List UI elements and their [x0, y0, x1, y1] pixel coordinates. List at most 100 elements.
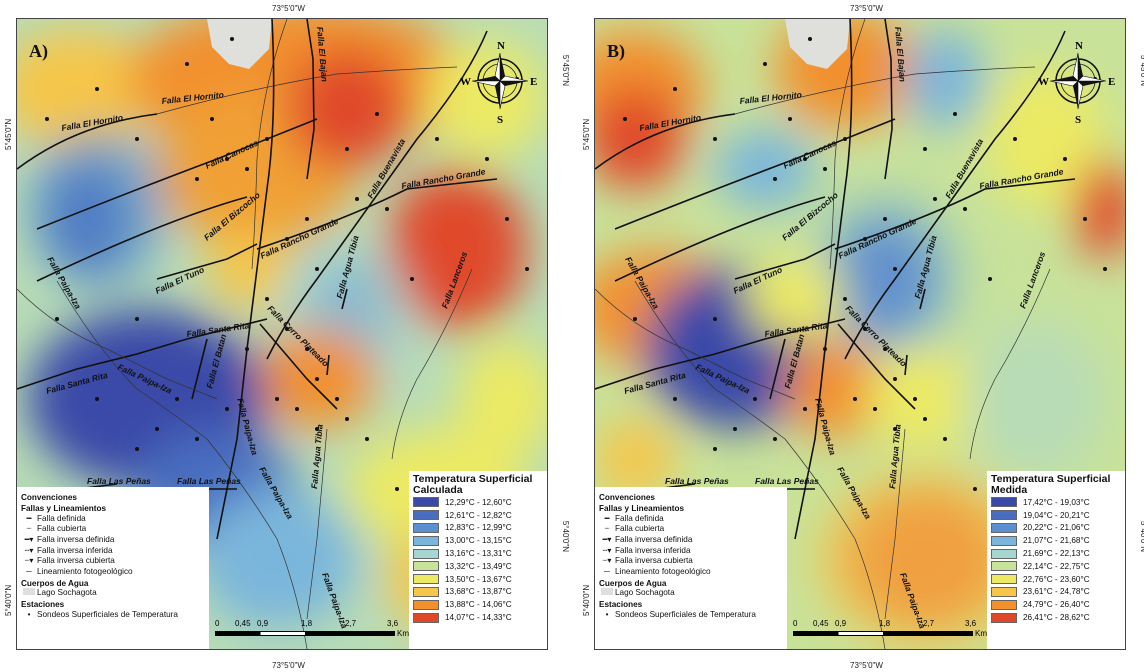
color-swatch [413, 535, 439, 546]
scale-tick: 0 [793, 619, 798, 628]
dashed-line-icon: ┈ [604, 524, 610, 534]
label-las-penas-2: Falla Las Peñas [177, 476, 241, 486]
legend-text: Lago Sochagota [615, 588, 675, 598]
legend-row: ╌▾ Falla inversa inferida [21, 545, 205, 556]
legend-range-row: 24,79°C - 26,40°C [991, 598, 1121, 611]
panel-label: B) [607, 41, 625, 61]
stations-title: Estaciones [599, 600, 643, 610]
top-longitude-label: 73°5'0"W [272, 4, 305, 13]
top-longitude-label: 73°5'0"W [850, 4, 883, 13]
legend-text: Falla cubierta [615, 524, 665, 534]
color-swatch [413, 510, 439, 521]
color-swatch [991, 612, 1017, 623]
temperature-map-a: Falla El Hornito Falla El Hornito Falla … [16, 18, 548, 650]
solid-line-icon: ━ [26, 513, 32, 523]
lake-swatch-icon [599, 588, 615, 597]
scale-tick: 3,6 [965, 619, 977, 628]
range-label: 21,07°C - 21,68°C [1023, 536, 1090, 546]
bottom-longitude-label: 73°5'0"W [850, 661, 883, 670]
range-label: 12,83°C - 12,99°C [445, 523, 512, 533]
color-swatch [413, 574, 439, 585]
range-label: 13,50°C - 13,67°C [445, 574, 512, 584]
map-panel-b: 73°5'0"W 73°5'0"W 5°45'0"N 5°40'0"N 5°45… [582, 0, 1144, 672]
legend-range-row: 17,42°C - 19,03°C [991, 496, 1121, 509]
right-latitude-lower: 5°40'0"N [561, 520, 570, 552]
bottom-longitude-label: 73°5'0"W [272, 661, 305, 670]
label-bajan: Falla El Bajan [893, 26, 908, 82]
legend-text: Lineamiento fotogeológico [37, 566, 133, 576]
label-las-penas-2: Falla Las Peñas [755, 476, 819, 486]
legend-text: Falla inversa inferida [615, 545, 691, 555]
thrust-covered-icon: ┈▾ [24, 556, 34, 566]
range-label: 21,69°C - 22,13°C [1023, 549, 1090, 559]
legend-range-row: 22,14°C - 22,75°C [991, 560, 1121, 573]
legend-range-row: 12,29°C - 12,60°C [413, 496, 543, 509]
range-label: 13,32°C - 13,49°C [445, 561, 512, 571]
legend-range-row: 13,88°C - 14,06°C [413, 598, 543, 611]
legend-text: Falla inversa cubierta [37, 556, 115, 566]
legend-row: ━▾ Falla inversa definida [599, 534, 783, 545]
legend-range-row: 13,50°C - 13,67°C [413, 573, 543, 586]
legend-row: ┈▾ Falla inversa cubierta [21, 555, 205, 566]
scale-tick: 0,9 [257, 619, 269, 628]
left-latitude-upper: 5°45'0"N [582, 118, 591, 150]
label-bajan: Falla El Bajan [315, 26, 330, 82]
dashed-line-icon: ┈ [26, 524, 32, 534]
range-label: 26,41°C - 28,62°C [1023, 613, 1090, 623]
lineament-icon: ─ [604, 566, 610, 576]
solid-line-icon: ━ [604, 513, 610, 523]
legend-row: ─ Lineamiento fotogeológico [599, 566, 783, 577]
range-label: 13,00°C - 13,15°C [445, 536, 512, 546]
dot-icon: • [605, 609, 609, 619]
fault-hornito [17, 113, 158, 170]
legend-text: Lago Sochagota [37, 588, 97, 598]
legend-row: ╌▾ Falla inversa inferida [599, 545, 783, 556]
legend-range-row: 21,69°C - 22,13°C [991, 547, 1121, 560]
legend-row: ━▾ Falla inversa definida [21, 534, 205, 545]
map-panel-a: 73°5'0"W 73°5'0"W 5°45'0"N 5°40'0"N 5°45… [4, 0, 570, 672]
compass-s: S [1075, 114, 1081, 126]
scale-tick: 0,45 [813, 619, 829, 628]
legend-row: ─ Lineamiento fotogeológico [21, 566, 205, 577]
legend-text: Sondeos Superficiales de Temperatura [37, 609, 178, 619]
legend-range-row: 13,16°C - 13,31°C [413, 547, 543, 560]
scale-unit: Kms [975, 629, 991, 638]
water-title: Cuerpos de Agua [21, 578, 89, 588]
label-las-penas-1: Falla Las Peñas [87, 476, 151, 486]
legend-row: • Sondeos Superficiales de Temperatura [21, 609, 205, 620]
scale-tick: 1,8 [301, 619, 313, 628]
range-label: 13,88°C - 14,06°C [445, 600, 512, 610]
range-label: 20,22°C - 21,06°C [1023, 523, 1090, 533]
stations-title: Estaciones [21, 600, 65, 610]
lake-sochagota [207, 19, 272, 69]
label-las-penas-1: Falla Las Peñas [665, 476, 729, 486]
temperature-legend: Temperatura Superficial Medida 17,42°C -… [987, 471, 1125, 649]
conventions-legend: Convenciones Fallas y Lineamientos ━ Fall… [17, 487, 209, 649]
scale-bar-graphic [793, 631, 973, 636]
lake-sochagota [785, 19, 850, 69]
map-canvas-a: Falla El Hornito Falla El Hornito Falla … [17, 19, 547, 649]
scale-tick: 0,45 [235, 619, 251, 628]
compass-w: W [460, 76, 471, 88]
range-label: 12,61°C - 12,82°C [445, 510, 512, 520]
legend-range-row: 22,76°C - 23,60°C [991, 573, 1121, 586]
legend-range-row: 19,04°C - 20,21°C [991, 509, 1121, 522]
legend-row: Lago Sochagota [599, 588, 783, 599]
scale-tick: 3,6 [387, 619, 399, 628]
dot-icon: • [27, 609, 31, 619]
color-swatch [413, 612, 439, 623]
legend-range-row: 21,07°C - 21,68°C [991, 534, 1121, 547]
range-label: 19,04°C - 20,21°C [1023, 510, 1090, 520]
legend-range-row: 14,07°C - 14,33°C [413, 611, 543, 624]
color-swatch [991, 599, 1017, 610]
color-swatch [991, 561, 1017, 572]
legend-row: ━ Falla definida [599, 513, 783, 524]
scale-tick: 0 [215, 619, 220, 628]
legend-range-row: 20,22°C - 21,06°C [991, 522, 1121, 535]
thrust-defined-icon: ━▾ [24, 534, 34, 544]
color-swatch [413, 599, 439, 610]
color-swatch [991, 586, 1017, 597]
legend-text: Falla inversa definida [37, 534, 115, 544]
legend-row: ━ Falla definida [21, 513, 205, 524]
range-label: 13,68°C - 13,87°C [445, 587, 512, 597]
